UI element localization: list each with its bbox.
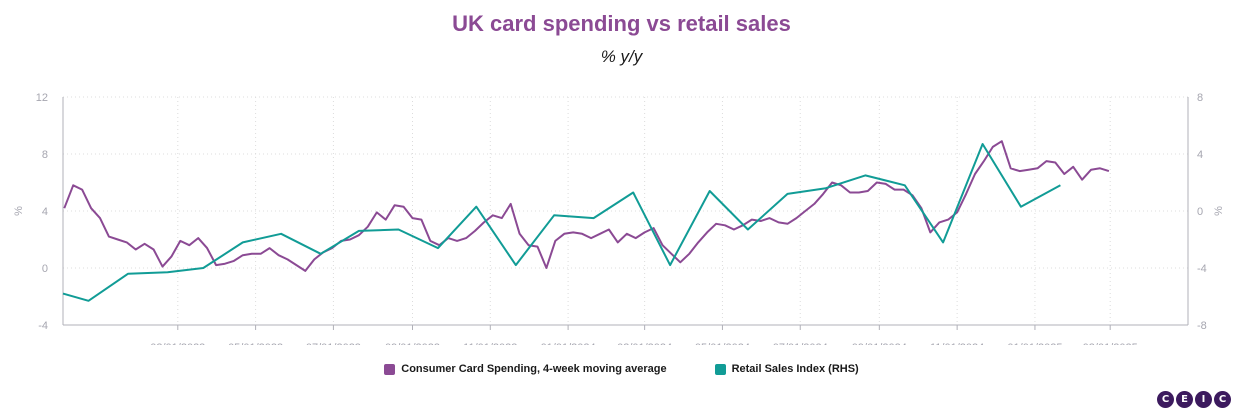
chart-subtitle: % y/y (600, 47, 643, 66)
y-left-tick-label: 12 (36, 92, 48, 104)
legend: Consumer Card Spending, 4-week moving av… (0, 363, 1243, 375)
y-left-tick-label: -4 (38, 320, 48, 332)
legend-label-card-spending: Consumer Card Spending, 4-week moving av… (401, 363, 667, 375)
x-tick-label: 03/01/2023 (150, 342, 205, 345)
x-tick-label: 11/01/2023 (463, 342, 517, 345)
y-left-tick-label: 0 (42, 263, 48, 275)
x-tick-label: 03/01/2025 (1083, 342, 1138, 345)
logo-letter: C (1214, 391, 1231, 408)
chart-title: UK card spending vs retail sales (452, 11, 791, 36)
series-line-card-spending (63, 140, 1110, 272)
x-tick-label: 07/01/2023 (306, 342, 361, 345)
x-tick-label: 09/01/2024 (852, 342, 907, 345)
legend-swatch-retail-sales (714, 363, 726, 375)
x-tick-label: 11/01/2024 (930, 342, 984, 345)
logo-letter: E (1176, 391, 1193, 408)
x-tick-label: 05/01/2024 (695, 342, 750, 345)
x-tick-label: 05/01/2023 (228, 342, 283, 345)
x-tick-label: 03/01/2024 (617, 342, 672, 345)
axis-layer: -4 -8 0 -4 4 0 8 4 12 8 03/01/2023 05/01/2023 07/01/… (13, 92, 1225, 345)
series-layer (62, 140, 1110, 302)
y-right-tick-label: -4 (1197, 263, 1207, 275)
x-tick-label: 01/01/2025 (1007, 342, 1062, 345)
ceic-logo: C E I C (1157, 391, 1231, 408)
y-left-tick-label: 8 (42, 149, 48, 161)
legend-item-retail-sales[interactable]: Retail Sales Index (RHS) (714, 363, 859, 375)
y-right-tick-label: 4 (1197, 149, 1203, 161)
legend-swatch-card-spending (384, 363, 396, 375)
y-right-tick-label: 0 (1197, 206, 1203, 218)
legend-item-card-spending[interactable]: Consumer Card Spending, 4-week moving av… (384, 363, 667, 375)
line-chart: -4 -8 0 -4 4 0 8 4 12 8 03/01/2023 05/01/2023 07/01/… (13, 92, 1225, 345)
y-right-tick-label: -8 (1197, 320, 1207, 332)
x-tick-label: 07/01/2024 (773, 342, 828, 345)
x-tick-label: 09/01/2023 (385, 342, 440, 345)
y-right-axis-label: % (1213, 206, 1225, 216)
y-right-tick-label: 8 (1197, 92, 1203, 104)
y-left-axis-label: % (13, 206, 25, 216)
y-left-tick-label: 4 (42, 206, 48, 218)
series-line-retail-sales (62, 143, 1061, 302)
grid-layer (63, 96, 1188, 326)
x-tick-label: 01/01/2024 (541, 342, 596, 345)
legend-label-retail-sales: Retail Sales Index (RHS) (731, 363, 859, 375)
logo-letter: I (1195, 391, 1212, 408)
logo-letter: C (1157, 391, 1174, 408)
